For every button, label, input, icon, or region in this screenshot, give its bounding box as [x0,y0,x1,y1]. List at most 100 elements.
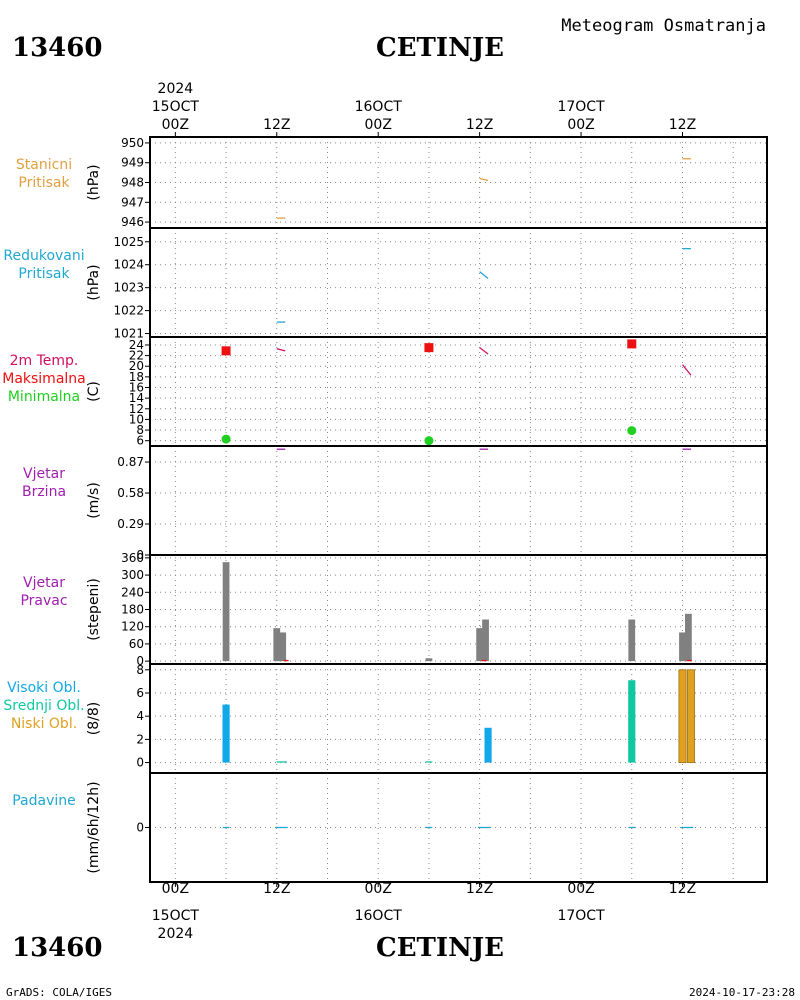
y-tick-label: 1024 [113,258,144,272]
y-tick-label: 1023 [113,281,144,295]
panel-frame [149,663,768,774]
variable-label: Pritisak [18,266,70,282]
y-tick-label: 24 [129,338,144,352]
panel-precipitation: 0 (mm/6h/12h) Padavine [12,772,768,883]
y-tick-label: 2 [136,732,144,746]
bar-wind-direction [628,619,636,662]
y-unit-label: (8/8) [86,702,102,735]
y-tick-label: 1022 [113,304,144,318]
variable-label: Brzina [22,484,66,500]
time-hour-label-top: 00Z [365,117,392,133]
station-id-top: 13460 [12,33,102,63]
line-segment-reduced-pressure [479,271,489,279]
variable-label: Maksimalna [2,371,86,387]
bar-wind-direction [273,628,281,662]
y-tick-label: 8 [136,423,144,437]
bar-wind-direction [222,562,230,662]
year-label-bottom: 2024 [158,926,194,942]
time-hour-label-bottom: 00Z [567,881,594,897]
panel-wind-speed: 0 0.29 0.58 0.87 (m/s) Vjetar Brzina [22,445,768,562]
y-tick-label: 360 [121,551,144,565]
time-hour-label-top: 12Z [263,117,290,133]
y-tick-label: 4 [136,709,144,723]
year-label-top: 2024 [158,81,194,97]
panel-frame [149,772,768,883]
time-hour-label-top: 12Z [466,117,493,133]
max-temp-marker [627,339,637,349]
y-tick-label: 60 [129,637,144,651]
min-temp-marker [221,434,231,444]
y-unit-label: (mm/6h/12h) [86,781,102,873]
y-tick-label: 300 [121,568,144,582]
time-hour-label-bottom: 12Z [263,881,290,897]
bar-wind-direction [482,619,489,662]
line-segment-temperature [276,348,286,352]
footer-timestamp: 2024-10-17-23:28 [689,986,795,999]
y-tick-label: 0 [136,548,144,562]
time-date-label-top: 16OCT [355,99,403,115]
y-tick-label: 0.29 [117,517,144,531]
variable-label: Minimalna [8,389,80,405]
y-tick-label: 18 [129,370,144,384]
panel-frame [149,336,768,447]
y-tick-label: 240 [121,585,144,599]
bar-cloud-cover [686,669,695,763]
min-temp-marker [627,426,637,436]
variable-label: Pritisak [18,175,70,191]
y-tick-label: 180 [121,603,144,617]
y-tick-label: 948 [121,176,144,190]
y-unit-label: (hPa) [86,264,102,300]
station-id-bottom: 13460 [12,933,102,963]
variable-label: 2m Temp. [10,353,79,369]
y-tick-label: 14 [129,391,144,405]
bar-cloud-cover [222,704,230,763]
time-date-label-bottom: 17OCT [557,908,605,924]
panel-reduced-pressure: 1021 1022 1023 1024 1025 (hPa)Redukovani Priti… [3,227,768,341]
station-name-bottom: CETINJE [376,933,504,963]
variable-label: Vjetar [23,575,65,591]
y-tick-label: 10 [129,412,144,426]
y-tick-label: 20 [129,359,144,373]
time-hour-label-bottom: 12Z [669,881,696,897]
station-name-top: CETINJE [376,33,504,63]
time-date-label-top: 15OCT [152,99,200,115]
y-unit-label: (stepeni) [86,578,102,641]
y-tick-label: 120 [121,620,144,634]
y-tick-label: 0.87 [117,455,144,469]
time-date-label-bottom: 16OCT [355,908,403,924]
panel-frame [149,136,768,229]
time-hour-label-top: 00Z [162,117,189,133]
bar-wind-direction [679,632,686,662]
variable-label: Stanicni [16,157,72,173]
y-tick-label: 1021 [113,327,144,341]
bar-wind-direction [279,632,287,662]
line-segment-station-pressure [479,177,489,182]
variable-label: Vjetar [23,466,65,482]
y-unit-label: (hPa) [86,164,102,200]
panels: 946947948949950(hPa)StanicniPritisak1021… [2,136,768,883]
y-unit-label: (C) [86,381,102,402]
panel-frame [149,554,768,665]
y-tick-label: 16 [129,381,144,395]
variable-label: Visoki Obl. [7,680,81,696]
time-hour-label-bottom: 12Z [466,881,493,897]
chart-subtitle: Meteogram Osmatranja [561,16,766,36]
bar-wind-direction [425,658,433,662]
y-unit-label: (m/s) [86,482,102,519]
variable-label: Pravac [20,593,67,609]
variable-label: Niski Obl. [11,716,77,732]
y-tick-label: 12 [129,402,144,416]
bar-cloud-cover [678,669,687,763]
line-segment-temperature [681,364,692,376]
panel-cloud-cover: 0 2 4 6 8 (8/8) Visoki Obl. Srednji Obl. Niski O… [3,663,768,774]
bar-cloud-cover [484,727,492,763]
time-axis: 00Z 00Z 15OCT 15OCT 12Z 12Z 00Z 00Z 16OCT 16OCT 12… [152,81,696,942]
y-tick-label: 22 [129,349,144,363]
time-hour-label-bottom: 00Z [365,881,392,897]
y-tick-label: 1025 [113,235,144,249]
max-temp-marker [221,346,231,356]
panel-frame [149,445,768,556]
bar-wind-direction [476,628,484,662]
y-tick-label: 947 [121,195,144,209]
panel-wind-direction: 0 60 120 180 240 300 360 (stepeni) Vjetar Pravac [20,551,768,668]
